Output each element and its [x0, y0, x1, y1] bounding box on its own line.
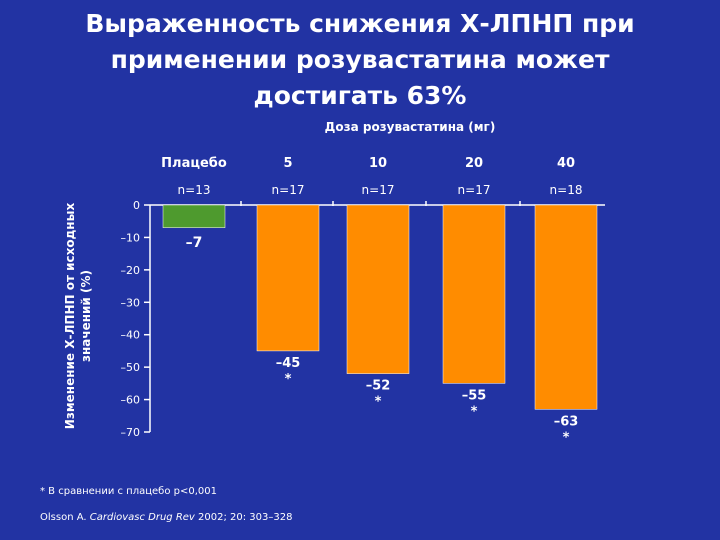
significance-marker: *: [471, 404, 478, 419]
y-axis-title-line-2: значений (%): [79, 270, 93, 362]
category-label: Плацебо: [161, 156, 227, 171]
category-label: 5: [283, 156, 292, 171]
significance-marker: *: [375, 395, 382, 410]
title-line-1: Выраженность снижения Х-ЛПНП при: [85, 9, 635, 38]
value-label: –52: [366, 379, 391, 394]
y-tick-label: –40: [121, 329, 141, 342]
x-axis-title: Доза розувастатина (мг): [325, 120, 496, 134]
y-tick-label: –70: [121, 426, 141, 439]
category-label: 10: [369, 156, 387, 171]
bar: [346, 204, 410, 374]
significance-marker: *: [563, 430, 570, 445]
value-label: –45: [276, 356, 301, 371]
y-tick-label: –30: [121, 296, 141, 309]
value-label: –7: [186, 235, 203, 251]
n-label: n=17: [458, 183, 491, 197]
n-label: n=18: [550, 183, 583, 197]
bar: [162, 204, 226, 228]
value-label: –63: [554, 414, 579, 429]
n-label: n=13: [178, 183, 211, 197]
y-tick-label: –50: [121, 361, 141, 374]
source-author: Olsson A.: [40, 512, 87, 523]
value-label: –55: [462, 388, 487, 403]
y-tick-label: –60: [121, 394, 141, 407]
bar: [256, 204, 320, 352]
source-citation: Olsson A. Cardiovasc Drug Rev 2002; 20: …: [40, 512, 292, 523]
category-label: 40: [557, 156, 575, 171]
y-tick-label: 0: [133, 199, 140, 212]
source-details: 2002; 20: 303–328: [198, 512, 293, 523]
slide-title: Выраженность снижения Х-ЛПНП при примене…: [0, 6, 720, 114]
n-label: n=17: [362, 183, 395, 197]
bar: [442, 204, 506, 384]
footnote: * В сравнении с плацебо р<0,001: [40, 486, 218, 497]
y-tick-label: –20: [121, 264, 141, 277]
bar: [534, 204, 598, 410]
category-label: 20: [465, 156, 483, 171]
title-line-2: применении розувастатина может: [110, 45, 610, 74]
significance-marker: *: [285, 372, 292, 387]
source-journal: Cardiovasc Drug Rev: [89, 512, 195, 523]
title-line-3: достигать 63%: [253, 81, 467, 110]
y-axis-title-line-1: Изменение Х-ЛПНП от исходных: [63, 203, 77, 430]
y-tick-label: –10: [121, 231, 141, 244]
n-label: n=17: [272, 183, 305, 197]
